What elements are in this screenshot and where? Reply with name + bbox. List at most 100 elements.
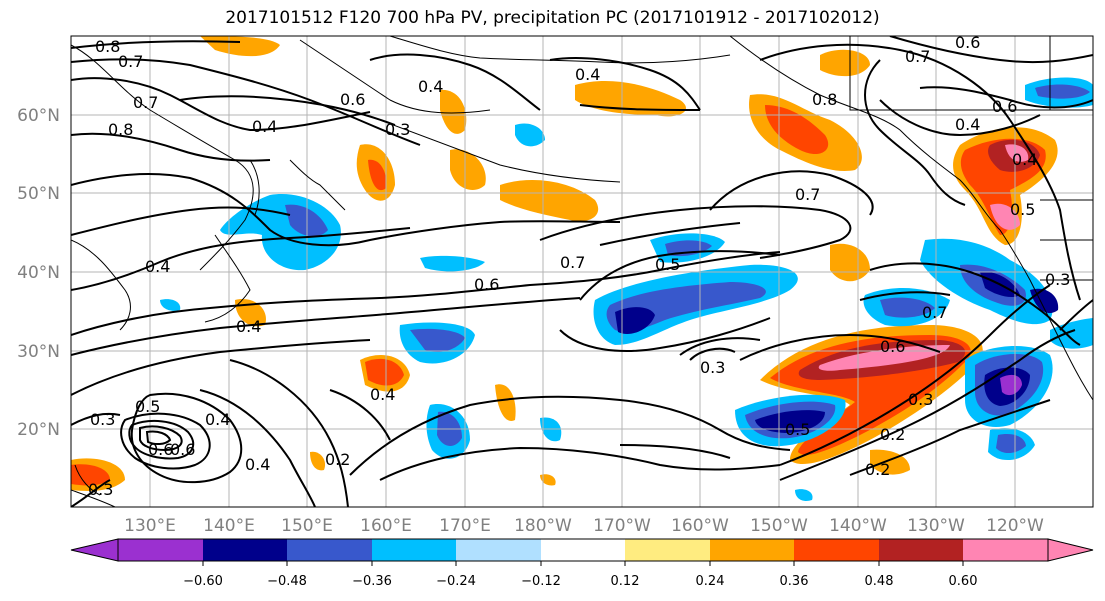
contour-label: 0.7: [560, 253, 585, 272]
lon-label: 130°W: [907, 516, 965, 536]
contour-label: 0.4: [252, 117, 277, 136]
colorbar-tick-label: −0.36: [352, 574, 392, 589]
colorbar-max-arrow-icon: [1047, 538, 1094, 562]
lon-label: 130°E: [124, 516, 176, 536]
colorbar-tick-label: −0.48: [267, 574, 307, 589]
precip-positive-region: [368, 159, 387, 191]
contour-label: 0.6: [148, 440, 173, 459]
contour-label: 0.4: [575, 65, 600, 84]
contour-label: 0.6: [992, 97, 1017, 116]
lat-label: 50°N: [17, 184, 60, 204]
precip-negative-region: [615, 307, 655, 335]
contour-label: 0.5: [785, 420, 810, 439]
precip-negative-region: [410, 328, 465, 352]
contour-label: 0.3: [908, 390, 933, 409]
contour-label: 0.7: [905, 47, 930, 66]
map-panel: 0.8 0.7 0.8 0.7 0.4 0.6 0.3 0.4 0.4 0.6 …: [71, 33, 1093, 507]
lon-label: 120°W: [986, 516, 1044, 536]
longitude-axis: 130°E 140°E 150°E 160°E 170°E 180°W 170°…: [124, 516, 1044, 536]
precip-positive-region: [495, 384, 516, 421]
precip-negative-region: [755, 410, 825, 433]
contour-label: 0.2: [880, 425, 905, 444]
lon-label: 140°W: [829, 516, 887, 536]
lon-label: 160°E: [360, 516, 412, 536]
lat-label: 20°N: [17, 420, 60, 440]
contour-label: 0.4: [245, 455, 270, 474]
contour-label: 0.4: [205, 410, 230, 429]
contour-label: 0.7: [133, 93, 158, 112]
contour-label: 0.4: [236, 317, 261, 336]
precip-positive-region: [500, 180, 599, 222]
lon-label: 150°W: [750, 516, 808, 536]
contour-label: 0.4: [145, 257, 170, 276]
colorbar-bin: [203, 539, 287, 561]
contour-label: 0.5: [135, 397, 160, 416]
contour-label: 0.5: [1010, 200, 1035, 219]
contour-label: 0.7: [795, 185, 820, 204]
contour-label: 0.4: [370, 385, 395, 404]
lon-label: 150°E: [281, 516, 333, 536]
colorbar-bin: [794, 539, 879, 561]
precip-negative-region: [795, 489, 813, 501]
map-title: 2017101512 F120 700 hPa PV, precipitatio…: [225, 8, 880, 28]
precip-negative-region: [160, 299, 181, 311]
precip-positive-region: [310, 451, 326, 471]
colorbar-tick-label: 0.12: [611, 574, 640, 589]
contour-label: 0.7: [118, 52, 143, 71]
contour-label: 0.7: [922, 303, 947, 322]
colorbar-bin: [879, 539, 963, 561]
contour-label: 0.3: [1045, 270, 1070, 289]
lon-label: 170°W: [593, 516, 651, 536]
precip-negative-region: [420, 255, 485, 272]
contour-label: 0.4: [418, 77, 443, 96]
contour-label: 0.8: [108, 120, 133, 139]
colorbar-bin: [456, 539, 541, 561]
graticule: [71, 36, 1093, 507]
colorbar-bin: [963, 539, 1048, 561]
contour-label: 0.6: [340, 90, 365, 109]
contour-label: 0.6: [474, 275, 499, 294]
colorbar-bin: [287, 539, 372, 561]
colorbar-tick-label: 0.24: [696, 574, 725, 589]
contour-label: 0.6: [170, 440, 195, 459]
lon-label: 140°E: [203, 516, 255, 536]
colorbar-tick-label: 0.48: [865, 574, 894, 589]
map-frame: [70, 35, 1094, 508]
contour-label: 0.3: [88, 480, 113, 499]
contour-label: 0.4: [1012, 150, 1037, 169]
colorbar-bin: [710, 539, 794, 561]
precip-positive-region: [440, 89, 467, 134]
precip-positive-region: [540, 474, 556, 486]
precip-negative-region: [880, 297, 935, 318]
precip-positive-region: [1005, 144, 1029, 162]
colorbar-tick-label: 0.60: [949, 574, 978, 589]
colorbar-min-arrow-icon: [70, 538, 119, 562]
contour-label: 0.6: [880, 337, 905, 356]
contour-label: 0.8: [95, 37, 120, 56]
precip-positive-region: [765, 105, 829, 155]
contour-label: 0.6: [955, 33, 980, 52]
contour-label: 0.2: [865, 460, 890, 479]
precip-positive-region: [450, 149, 486, 190]
colorbar-bin: [118, 539, 203, 561]
contour-label: 0.3: [385, 120, 410, 139]
colorbar-tick-label: 0.36: [780, 574, 809, 589]
pv-contour-labels: 0.8 0.7 0.8 0.7 0.4 0.6 0.3 0.4 0.4 0.6 …: [88, 33, 1070, 499]
colorbar-bin: [541, 539, 625, 561]
contour-label: 0.8: [812, 90, 837, 109]
precip-negative-region: [1000, 374, 1022, 396]
lon-label: 160°W: [671, 516, 729, 536]
precip-negative-region: [515, 123, 545, 147]
precip-negative-region: [1035, 84, 1090, 99]
lat-label: 40°N: [17, 263, 60, 283]
lon-label: 170°E: [439, 516, 491, 536]
lon-label: 180°W: [514, 516, 572, 536]
contour-label: 0.4: [955, 115, 980, 134]
lat-label: 30°N: [17, 342, 60, 362]
precip-positive-region: [990, 203, 1020, 230]
latitude-axis: 60°N 50°N 40°N 30°N 20°N: [17, 106, 60, 440]
lat-label: 60°N: [17, 106, 60, 126]
colorbar: −0.60 −0.48 −0.36 −0.24 −0.12 0.12 0.24 …: [70, 538, 1094, 589]
precip-positive-region: [365, 358, 404, 386]
colorbar-tick-label: −0.12: [521, 574, 561, 589]
